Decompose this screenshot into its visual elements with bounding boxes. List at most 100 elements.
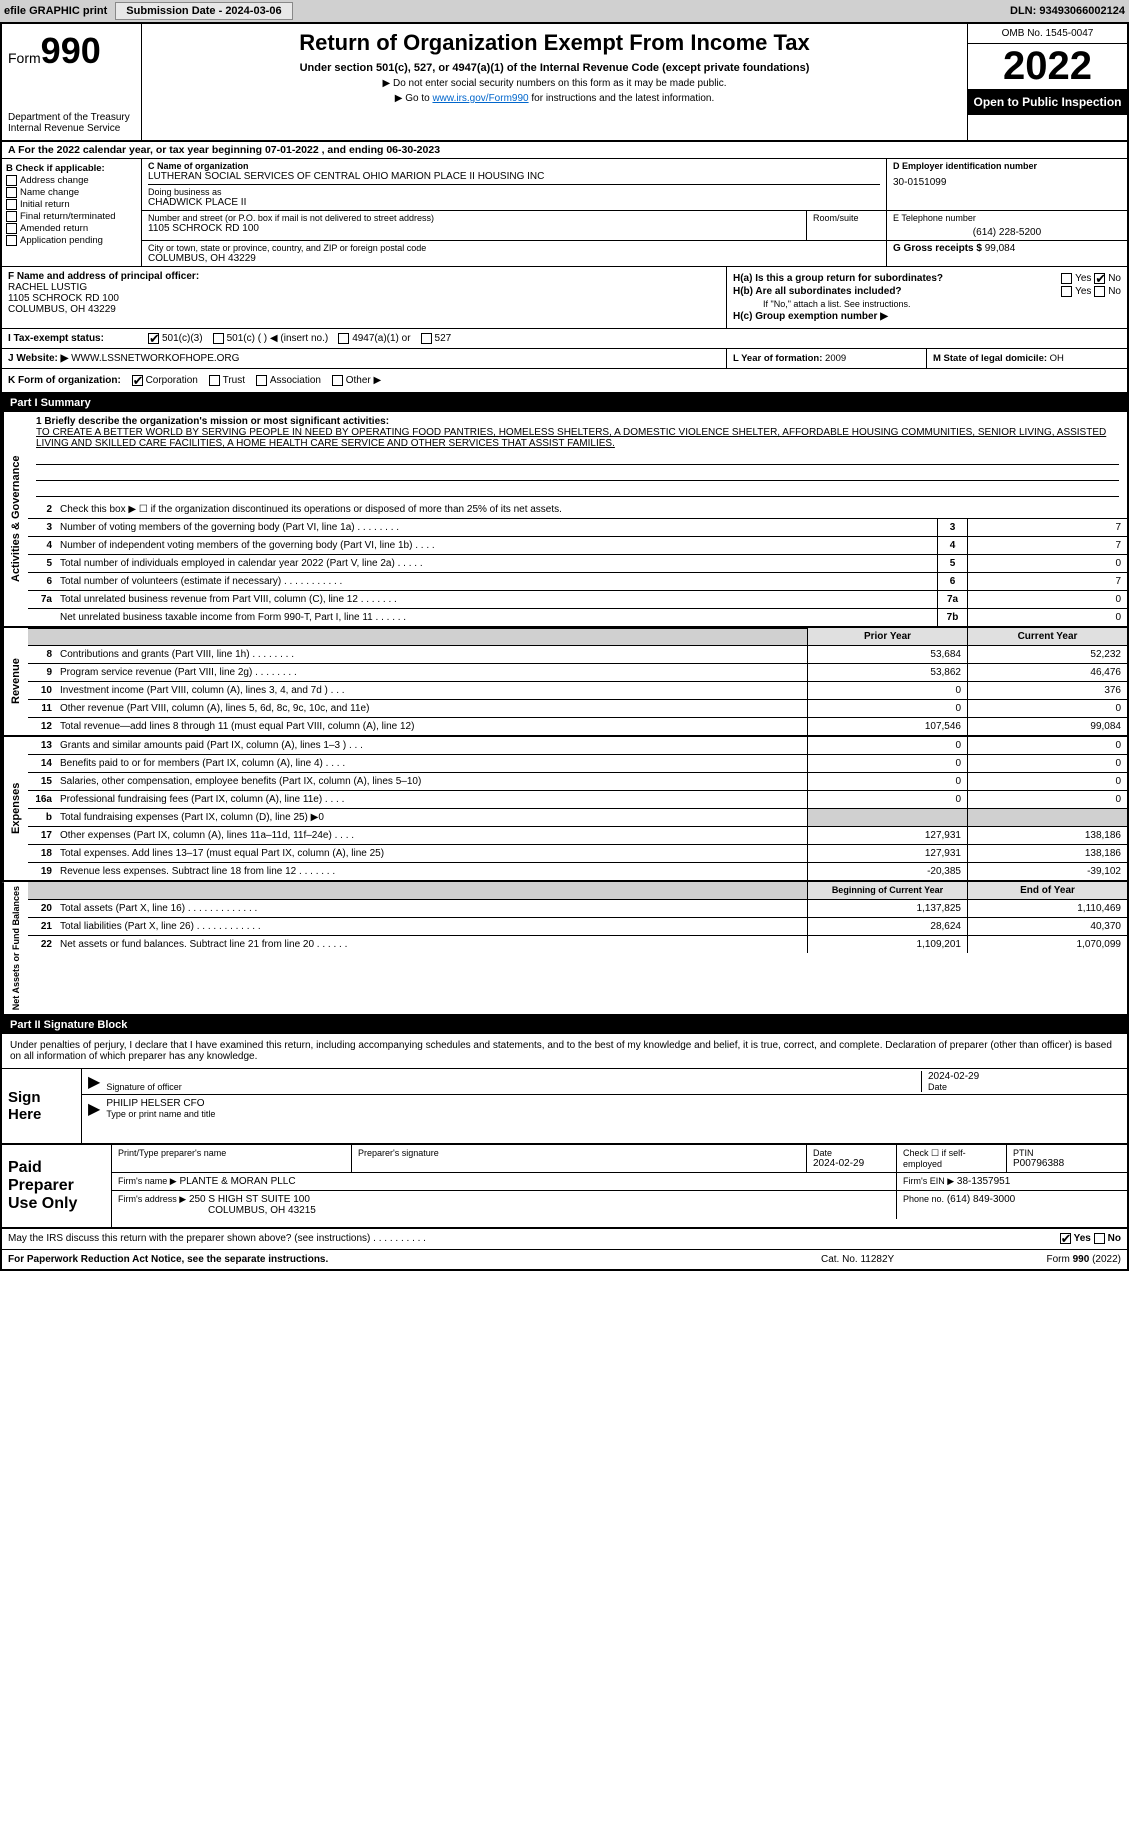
addr-label: Number and street (or P.O. box if mail i… — [148, 213, 800, 223]
room-label: Room/suite — [813, 213, 859, 223]
part-ii-header: Part II Signature Block — [2, 1016, 1127, 1034]
cb-other[interactable] — [332, 375, 343, 386]
cb-4947[interactable] — [338, 333, 349, 344]
year-header-rev: Prior Year Current Year — [28, 628, 1127, 646]
table-row: 14Benefits paid to or for members (Part … — [28, 755, 1127, 773]
may-yes[interactable] — [1060, 1233, 1071, 1244]
cb-address-change[interactable] — [6, 175, 17, 186]
table-row: 12Total revenue—add lines 8 through 11 (… — [28, 718, 1127, 735]
arrow-icon: ▶ — [88, 1072, 100, 1092]
cb-527[interactable] — [421, 333, 432, 344]
firm-addr2: COLUMBUS, OH 43215 — [118, 1205, 890, 1216]
side-exp: Expenses — [2, 737, 28, 880]
side-net: Net Assets or Fund Balances — [2, 882, 28, 1014]
paid-preparer-label: Paid Preparer Use Only — [2, 1145, 112, 1227]
table-row: 18Total expenses. Add lines 13–17 (must … — [28, 845, 1127, 863]
form-number: 990 — [41, 30, 101, 71]
dba-value: CHADWICK PLACE II — [148, 197, 880, 208]
cb-trust[interactable] — [209, 375, 220, 386]
c-label: C Name of organization — [148, 161, 880, 171]
hb-no[interactable] — [1094, 286, 1105, 297]
sig-date: 2024-02-29 — [928, 1071, 1121, 1082]
cat-no: Cat. No. 11282Y — [821, 1254, 971, 1265]
officer-addr2: COLUMBUS, OH 43229 — [8, 304, 720, 315]
b-label: B Check if applicable: — [6, 163, 137, 174]
phone-value: (614) 228-5200 — [893, 227, 1121, 238]
section-c-d-e: C Name of organization LUTHERAN SOCIAL S… — [142, 159, 1127, 266]
i-label: I Tax-exempt status: — [8, 333, 138, 344]
cb-501c[interactable] — [213, 333, 224, 344]
header-left: Form990 Department of the Treasury Inter… — [2, 24, 142, 140]
revenue-section: Revenue Prior Year Current Year 8Contrib… — [2, 628, 1127, 737]
year-header-net: Beginning of Current Year End of Year — [28, 882, 1127, 900]
cb-application[interactable] — [6, 235, 17, 246]
website-url: WWW.LSSNETWORKOFHOPE.ORG — [71, 353, 239, 364]
section-k: K Form of organization: Corporation Trus… — [2, 369, 1127, 394]
prep-date: 2024-02-29 — [813, 1158, 890, 1169]
calendar-year-row: A For the 2022 calendar year, or tax yea… — [2, 142, 1127, 159]
addr-value: 1105 SCHROCK RD 100 — [148, 223, 800, 234]
officer-print-name: PHILIP HELSER CFO — [106, 1098, 1121, 1109]
table-row: 2Check this box ▶ ☐ if the organization … — [28, 501, 1127, 519]
cb-initial-return[interactable] — [6, 199, 17, 210]
expenses-section: Expenses 13Grants and similar amounts pa… — [2, 737, 1127, 882]
dept-label: Department of the Treasury Internal Reve… — [8, 112, 135, 134]
ha-yes[interactable] — [1061, 273, 1072, 284]
table-row: 20Total assets (Part X, line 16) . . . .… — [28, 900, 1127, 918]
efile-label: efile GRAPHIC print — [4, 5, 107, 17]
sign-here-block: Sign Here ▶ Signature of officer 2024-02… — [2, 1069, 1127, 1145]
form-title: Return of Organization Exempt From Incom… — [152, 30, 957, 56]
side-rev: Revenue — [2, 628, 28, 735]
table-row: 9Program service revenue (Part VIII, lin… — [28, 664, 1127, 682]
table-row: 16aProfessional fundraising fees (Part I… — [28, 791, 1127, 809]
irs-link[interactable]: www.irs.gov/Form990 — [432, 93, 528, 104]
ptin: P00796388 — [1013, 1158, 1121, 1169]
officer-name: RACHEL LUSTIG — [8, 282, 720, 293]
form-prefix: Form — [8, 50, 41, 66]
section-f-h: F Name and address of principal officer:… — [2, 267, 1127, 329]
form-subtitle: Under section 501(c), 527, or 4947(a)(1)… — [152, 62, 957, 74]
may-no[interactable] — [1094, 1233, 1105, 1244]
d-label: D Employer identification number — [893, 161, 1121, 171]
tax-year: 2022 — [968, 44, 1127, 89]
table-row: 5Total number of individuals employed in… — [28, 555, 1127, 573]
table-row: 17Other expenses (Part IX, column (A), l… — [28, 827, 1127, 845]
part-i-header: Part I Summary — [2, 394, 1127, 412]
firm-phone: (614) 849-3000 — [947, 1194, 1015, 1205]
table-row: 11Other revenue (Part VIII, column (A), … — [28, 700, 1127, 718]
sign-here-label: Sign Here — [2, 1069, 82, 1143]
cb-amended[interactable] — [6, 223, 17, 234]
city-label: City or town, state or province, country… — [148, 243, 880, 253]
table-row: 6Total number of volunteers (estimate if… — [28, 573, 1127, 591]
org-name: LUTHERAN SOCIAL SERVICES OF CENTRAL OHIO… — [148, 171, 880, 182]
signature-intro: Under penalties of perjury, I declare th… — [2, 1034, 1127, 1069]
ha-no[interactable] — [1094, 273, 1105, 284]
activities-governance: Activities & Governance 1 Briefly descri… — [2, 412, 1127, 628]
table-row: 7aTotal unrelated business revenue from … — [28, 591, 1127, 609]
city-value: COLUMBUS, OH 43229 — [148, 253, 880, 264]
cb-501c3[interactable] — [148, 333, 159, 344]
table-row: 19Revenue less expenses. Subtract line 1… — [28, 863, 1127, 880]
firm-ein: 38-1357951 — [957, 1176, 1010, 1187]
hb-yes[interactable] — [1061, 286, 1072, 297]
form-footer: For Paperwork Reduction Act Notice, see … — [2, 1250, 1127, 1269]
officer-addr1: 1105 SCHROCK RD 100 — [8, 293, 720, 304]
f-label: F Name and address of principal officer: — [8, 271, 720, 282]
form-header: Form990 Department of the Treasury Inter… — [2, 24, 1127, 142]
section-i-tax-status: I Tax-exempt status: 501(c)(3) 501(c) ( … — [2, 329, 1127, 349]
omb-number: OMB No. 1545-0047 — [968, 24, 1127, 44]
cb-final-return[interactable] — [6, 211, 17, 222]
g-label: G Gross receipts $ — [893, 243, 982, 254]
submission-date-btn[interactable]: Submission Date - 2024-03-06 — [115, 2, 292, 20]
cb-corporation[interactable] — [132, 375, 143, 386]
note-link: ▶ Go to www.irs.gov/Form990 for instruct… — [152, 93, 957, 104]
state-domicile: OH — [1050, 353, 1064, 364]
table-row: 22Net assets or fund balances. Subtract … — [28, 936, 1127, 953]
cb-association[interactable] — [256, 375, 267, 386]
cb-name-change[interactable] — [6, 187, 17, 198]
section-b-c-d: B Check if applicable: Address change Na… — [2, 159, 1127, 267]
firm-addr1: 250 S HIGH ST SUITE 100 — [189, 1194, 310, 1205]
paid-preparer-block: Paid Preparer Use Only Print/Type prepar… — [2, 1145, 1127, 1229]
e-label: E Telephone number — [893, 213, 1121, 223]
mission-block: 1 Briefly describe the organization's mi… — [28, 412, 1127, 501]
